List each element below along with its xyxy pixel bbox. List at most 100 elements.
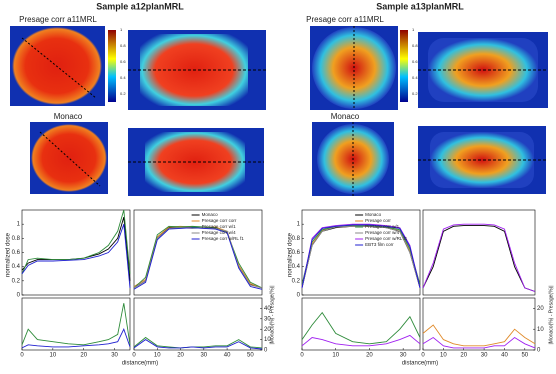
colorbar-tick-label: 0.4 <box>120 75 126 80</box>
legend-label: Presage corr w/4 <box>202 230 237 235</box>
x-tick-label: 20 <box>366 353 373 359</box>
x-tick-label: 0 <box>300 353 304 359</box>
y-tick-label: 0.2 <box>292 278 301 284</box>
panel-title: Sample a12planMRL <box>96 1 184 11</box>
image-label: Monaco <box>331 112 360 121</box>
colorbar <box>400 30 408 102</box>
x-tick-label: 30 <box>400 353 407 359</box>
colorbar-tick-label: 1 <box>412 27 415 32</box>
x-tick-label: 30 <box>481 353 488 359</box>
series-line <box>301 225 421 285</box>
colorbar-tick-label: 0.8 <box>412 43 418 48</box>
x-tick-label: 0 <box>421 353 425 359</box>
legend-label: Monaco <box>202 212 219 217</box>
x-tick-label: 10 <box>332 353 339 359</box>
plot-area <box>422 297 536 351</box>
legend-label: Presage corr w/4 <box>365 230 400 235</box>
series-line <box>133 339 263 350</box>
plot-area <box>133 209 263 296</box>
series-line <box>422 223 536 292</box>
y-tick-label: 0.4 <box>292 264 301 270</box>
x-tick-label: 30 <box>111 353 118 359</box>
y-tick-label: 0.6 <box>292 250 301 256</box>
series-line <box>21 303 131 346</box>
x-axis-label: distance(mm) <box>122 361 158 367</box>
colorbar-tick-label: 0.2 <box>412 91 418 96</box>
y-tick-label: 20 <box>264 327 271 333</box>
y-tick-label: 0 <box>537 348 541 354</box>
y-tick-label: 0.4 <box>12 264 21 270</box>
series-line <box>21 224 131 288</box>
panel-right: Sample a13planMRL Presage corr a11MRL Mo… <box>306 1 548 196</box>
image-label: Presage corr a11MRL <box>306 15 384 24</box>
series-line <box>21 328 131 349</box>
x-tick-label: 10 <box>154 353 161 359</box>
legend-label: Presage corr <box>365 218 391 223</box>
colorbar-tick-label: 0.6 <box>120 59 126 64</box>
y-tick-label: 0 <box>17 293 21 299</box>
plot-area <box>21 209 131 296</box>
y-tick-label: 0.8 <box>292 236 301 242</box>
series-line <box>422 225 536 292</box>
plot-area <box>301 297 421 351</box>
colorbar-tick-label: 0.8 <box>120 43 126 48</box>
colorbar-tick-label: 1 <box>120 27 123 32</box>
panel-title: Sample a13planMRL <box>376 1 464 11</box>
series-line <box>301 223 421 289</box>
legend-label: Monaco <box>365 212 382 217</box>
y-tick-label: 0 <box>264 348 268 354</box>
colorbar-tick-label: 0.6 <box>412 59 418 64</box>
x-tick-label: 30 <box>200 353 207 359</box>
heatmap <box>31 124 107 192</box>
heatmap <box>430 132 534 188</box>
legend-label: Presage corr w/1 <box>365 224 400 229</box>
legend-label: Presage corr w/RL f1 <box>202 236 245 241</box>
plot-area <box>21 297 131 351</box>
y-tick-label: 0.6 <box>12 250 21 256</box>
image-label: Monaco <box>54 112 83 121</box>
y-tick-label: 40 <box>264 306 271 312</box>
legend-label: Presage corr w/1 <box>202 224 237 229</box>
y-axis-label: |Monaco(%) - Presage(%)| <box>269 285 275 344</box>
series-line <box>301 225 421 289</box>
series-line <box>133 336 263 349</box>
colorbar-tick-label: 0.4 <box>412 75 418 80</box>
x-tick-label: 10 <box>50 353 57 359</box>
y-tick-label: 20 <box>537 306 544 312</box>
x-tick-label: 0 <box>132 353 136 359</box>
legend-label: Presage corr w/RL f1 <box>365 236 408 241</box>
x-tick-label: 40 <box>224 353 231 359</box>
y-axis-label: |Monaco(%) - Presage(%)| <box>548 285 554 344</box>
y-tick-label: 1 <box>17 222 21 228</box>
y-tick-label: 10 <box>537 327 544 333</box>
plot-area <box>301 209 421 296</box>
legend-label: Presage corr corr <box>202 218 237 223</box>
x-tick-label: 50 <box>521 353 528 359</box>
y-tick-label: 0 <box>297 293 301 299</box>
panel-left: Sample a12planMRL Presage corr a11MRL Mo… <box>10 1 266 196</box>
x-tick-label: 20 <box>80 353 87 359</box>
y-tick-label: 30 <box>264 316 271 322</box>
y-tick-label: 0.2 <box>12 278 21 284</box>
x-tick-label: 10 <box>440 353 447 359</box>
x-tick-label: 40 <box>501 353 508 359</box>
x-tick-label: 20 <box>177 353 184 359</box>
image-label: Presage corr a11MRL <box>19 15 97 24</box>
series-line <box>422 324 536 347</box>
y-axis-label: normalized dose <box>288 232 294 277</box>
x-tick-label: 0 <box>20 353 24 359</box>
series-line <box>21 209 131 274</box>
x-axis-label: distance(mm) <box>402 361 438 367</box>
series-line <box>301 334 421 347</box>
series-line <box>301 311 421 345</box>
series-line <box>301 224 421 289</box>
y-tick-label: 1 <box>297 222 301 228</box>
plot-area <box>422 209 536 296</box>
y-axis-label: normalized dose <box>6 232 12 277</box>
profile-line <box>39 131 101 187</box>
colorbar <box>108 30 116 102</box>
x-tick-label: 50 <box>247 353 254 359</box>
series-line <box>422 336 536 349</box>
x-tick-label: 20 <box>460 353 467 359</box>
